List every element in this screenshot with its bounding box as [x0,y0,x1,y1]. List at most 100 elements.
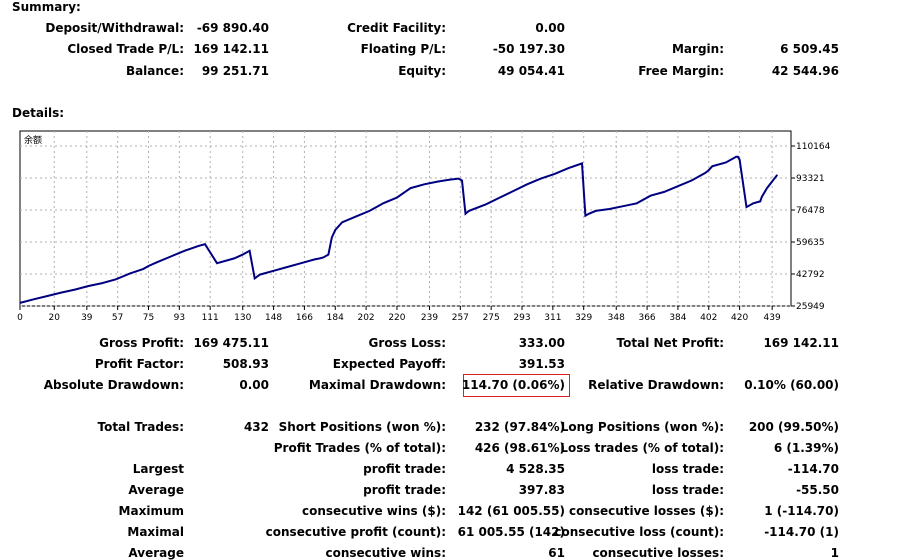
x-tick-label: 439 [764,313,781,323]
average-consecutive-losses-value: 1 [830,546,839,560]
y-tick-label: 59635 [796,238,825,248]
maximal-drawdown-label: Maximal Drawdown: [308,378,446,392]
profit-trades-value: 426 (98.61%) [474,441,565,455]
x-tick-label: 402 [700,313,717,323]
long-positions-label: Long Positions (won %): [560,420,724,434]
balance-chart: 余额 110164 93321 76478 59635 42792 25949 0 20 39 57… [0,126,911,326]
free-margin-value: 42 544.96 [771,64,839,78]
y-tick-label: 110164 [796,142,831,152]
y-tick-label: 76478 [796,206,825,216]
average-consecutive-losses-label: consecutive losses: [592,546,724,560]
relative-drawdown-value: 0.10% (60.00) [744,378,839,392]
maximal-consecutive-loss-value: -114.70 (1) [764,525,839,539]
profit-factor-value: 508.93 [222,357,269,371]
total-trades-value: 432 [243,420,269,434]
short-positions-label: Short Positions (won %): [278,420,446,434]
maximum-label: Maximum [118,504,184,518]
total-net-value: 169 142.11 [763,336,839,350]
total-net-label: Total Net Profit: [616,336,724,350]
x-tick-label: 220 [388,313,405,323]
average-loss-value: -55.50 [796,483,839,497]
absolute-drawdown-value: 0.00 [239,378,269,392]
max-consecutive-wins-label: consecutive wins ($): [301,504,446,518]
floating-label: Floating P/L: [360,42,446,56]
deposit-label: Deposit/Withdrawal: [45,21,184,35]
margin-value: 6 509.45 [780,42,839,56]
balance-series-line [19,155,779,304]
gross-profit-label: Gross Profit: [99,336,184,350]
largest-profit-value: 4 528.35 [506,462,565,476]
x-tick-label: 111 [202,313,219,323]
profit-factor-label: Profit Factor: [94,357,184,371]
y-tick-label: 42792 [796,270,825,280]
equity-label: Equity: [398,64,446,78]
x-tick-label: 275 [483,313,500,323]
average-consecutive-wins-value: 61 [548,546,565,560]
x-tick-label: 293 [513,313,530,323]
x-tick-label: 202 [357,313,374,323]
x-tick-label: 184 [327,313,344,323]
chart-frame [19,130,792,307]
maximal-drawdown-value: 114.70 (0.06%) [461,378,565,392]
details-heading: Details: [12,106,65,120]
closed-label: Closed Trade P/L: [67,42,184,56]
long-positions-value: 200 (99.50%) [748,420,839,434]
deposit-value: -69 890.40 [196,21,269,35]
maximal-consecutive-loss-label: consecutive loss (count): [554,525,724,539]
closed-value: 169 142.11 [193,42,269,56]
x-tick-label: 130 [234,313,251,323]
x-tick-label: 39 [81,313,93,323]
x-tick-label: 257 [452,313,469,323]
x-tick-label: 166 [296,313,313,323]
equity-value: 49 054.41 [497,64,565,78]
total-trades-label: Total Trades: [97,420,184,434]
profit-trades-label: Profit Trades (% of total): [273,441,446,455]
average-loss-label: loss trade: [651,483,724,497]
gross-profit-value: 169 475.11 [193,336,269,350]
balance-chart-svg: 余额 110164 93321 76478 59635 42792 25949 0 20 39 57… [17,130,831,323]
average-label: Average [128,483,184,497]
x-tick-label: 384 [669,313,686,323]
max-consecutive-losses-value: 1 (-114.70) [764,504,839,518]
summary-heading: Summary: [12,0,81,14]
x-tick-label: 348 [608,313,625,323]
max-consecutive-losses-label: consecutive losses ($): [568,504,724,518]
maximal-label: Maximal [127,525,184,539]
relative-drawdown-label: Relative Drawdown: [588,378,724,392]
x-tick-label: 57 [112,313,123,323]
largest-loss-value: -114.70 [787,462,839,476]
loss-trades-label: Loss trades (% of total): [560,441,724,455]
y-tick-label: 25949 [796,302,825,312]
x-tick-label: 366 [638,313,655,323]
average-profit-value: 397.83 [518,483,565,497]
largest-label: Largest [132,462,184,476]
credit-label: Credit Facility: [347,21,446,35]
average-profit-label: profit trade: [363,483,446,497]
x-tick-label: 93 [174,313,185,323]
x-tick-label: 0 [17,313,23,323]
x-tick-label: 420 [731,313,748,323]
expected-payoff-value: 391.53 [518,357,565,371]
loss-trades-value: 6 (1.39%) [773,441,839,455]
x-tick-label: 239 [421,313,438,323]
maximal-consecutive-profit-label: consecutive profit (count): [265,525,446,539]
floating-value: -50 197.30 [492,42,565,56]
expected-payoff-label: Expected Payoff: [332,357,446,371]
gross-loss-value: 333.00 [518,336,565,350]
x-tick-label: 20 [49,313,61,323]
balance-label: Balance: [125,64,184,78]
x-tick-label: 75 [143,313,154,323]
y-tick-label: 93321 [796,174,825,184]
margin-label: Margin: [671,42,724,56]
x-tick-label: 148 [265,313,282,323]
x-tick-label: 311 [544,313,561,323]
largest-loss-label: loss trade: [651,462,724,476]
largest-profit-label: profit trade: [363,462,446,476]
short-positions-value: 232 (97.84%) [474,420,565,434]
average-consecutive-label: Average [128,546,184,560]
chart-title: 余额 [24,134,42,146]
balance-value: 99 251.71 [201,64,269,78]
average-consecutive-wins-label: consecutive wins: [325,546,446,560]
max-consecutive-wins-value: 142 (61 005.55) [457,504,565,518]
free-margin-label: Free Margin: [638,64,724,78]
